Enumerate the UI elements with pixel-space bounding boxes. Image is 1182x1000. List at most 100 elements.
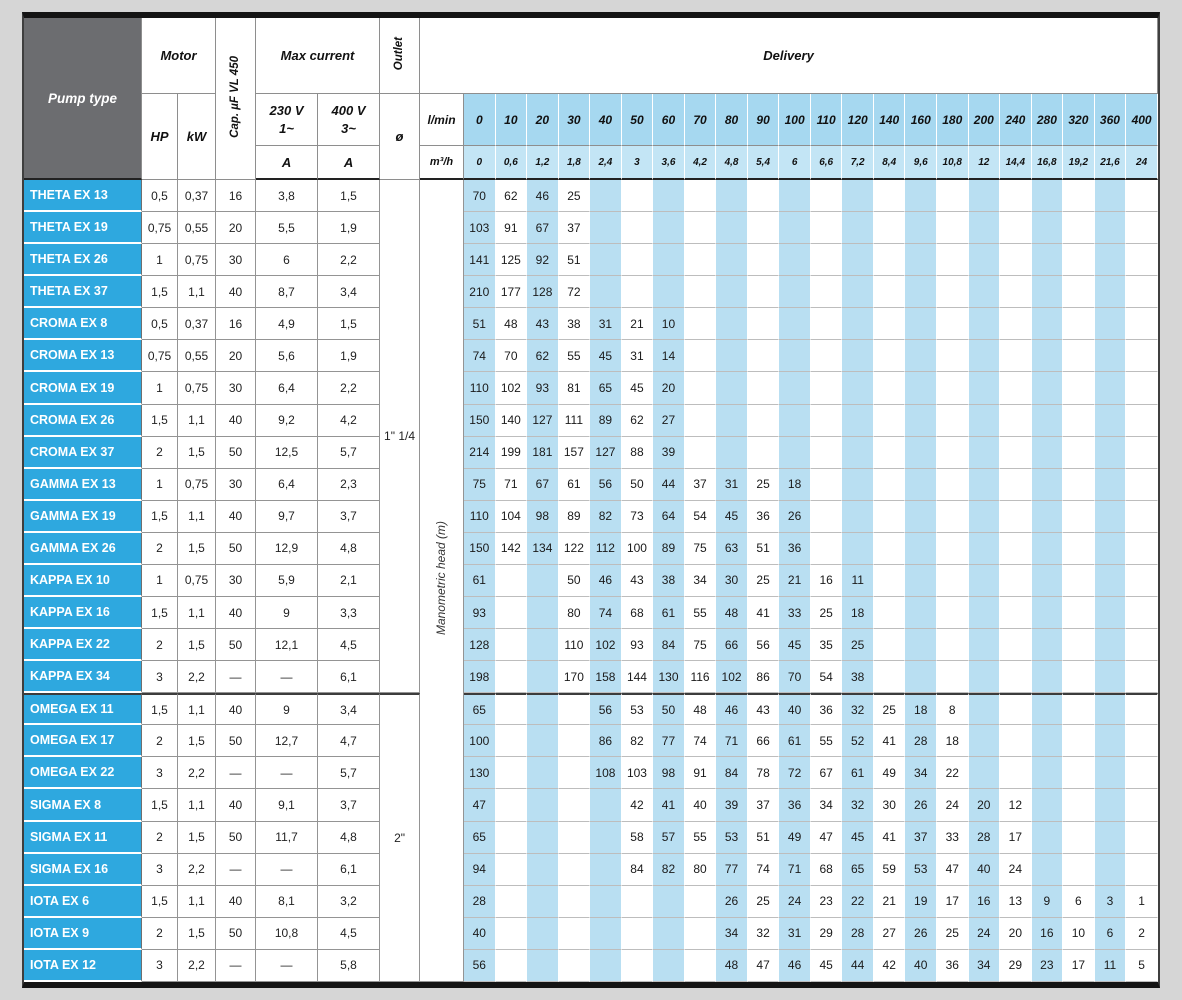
delivery-cell bbox=[873, 597, 906, 630]
delivery-cell: 40 bbox=[905, 949, 937, 982]
kw-cell: 0,75 bbox=[178, 564, 217, 598]
table-row: IOTA EX 6 1,5 1,1 40 8,1 3,2 28 26 25 24 23 22 21 19 1… bbox=[24, 885, 1158, 918]
delivery-cell: 41 bbox=[653, 789, 685, 822]
delivery-cell: 41 bbox=[747, 597, 780, 630]
delivery-cell bbox=[1126, 757, 1158, 790]
delivery-cell: 61 bbox=[653, 597, 685, 630]
delivery-cell bbox=[1000, 372, 1032, 405]
delivery-cell bbox=[937, 212, 969, 245]
delivery-cell: 42 bbox=[621, 789, 654, 822]
delivery-cell: 23 bbox=[810, 885, 843, 918]
delivery-cell: 21 bbox=[779, 564, 811, 598]
delivery-cell bbox=[1000, 244, 1032, 277]
delivery-cell bbox=[1126, 308, 1158, 341]
delivery-cell: 42 bbox=[873, 949, 906, 982]
delivery-cell: 127 bbox=[590, 436, 622, 469]
delivery-cell bbox=[1000, 404, 1032, 437]
delivery-cell bbox=[873, 212, 906, 245]
delivery-cell bbox=[1031, 468, 1064, 501]
hp-cell: 2 bbox=[142, 917, 178, 950]
delivery-cell: 21 bbox=[873, 885, 906, 918]
delivery-cell: 52 bbox=[842, 725, 874, 758]
delivery-cell bbox=[1126, 276, 1158, 309]
pump-name-cell: THETA EX 26 bbox=[24, 244, 142, 277]
delivery-cell: 158 bbox=[590, 661, 622, 694]
delivery-cell bbox=[716, 244, 748, 277]
delivery-cell: 177 bbox=[495, 276, 528, 309]
hp-cell: 0,5 bbox=[142, 180, 178, 213]
delivery-cell bbox=[968, 404, 1001, 437]
current-230v-cell: 6 bbox=[256, 244, 319, 277]
delivery-cell: 51 bbox=[558, 244, 591, 277]
delivery-cell: 46 bbox=[527, 180, 559, 213]
kw-cell: 2,2 bbox=[178, 661, 217, 694]
delivery-cell bbox=[1000, 725, 1032, 758]
delivery-cell bbox=[747, 404, 780, 437]
delivery-cell bbox=[1063, 468, 1095, 501]
hp-cell: 0,75 bbox=[142, 340, 178, 373]
delivery-cell bbox=[937, 308, 969, 341]
delivery-cell: 19 bbox=[905, 885, 937, 918]
delivery-cell: 140 bbox=[495, 404, 528, 437]
delivery-cell bbox=[621, 212, 654, 245]
delivery-cell: 34 bbox=[968, 949, 1001, 982]
delivery-cell: 84 bbox=[621, 853, 654, 886]
delivery-cell bbox=[968, 725, 1001, 758]
delivery-cell: 53 bbox=[621, 693, 654, 726]
delivery-cell: 81 bbox=[558, 372, 591, 405]
delivery-cell: 68 bbox=[621, 597, 654, 630]
delivery-cell bbox=[968, 629, 1001, 662]
delivery-cell bbox=[590, 276, 622, 309]
delivery-cell bbox=[842, 180, 874, 213]
delivery-cell bbox=[1094, 853, 1127, 886]
delivery-cell: 23 bbox=[1031, 949, 1064, 982]
m3h-value-header: 19,2 bbox=[1063, 146, 1095, 180]
delivery-cell: 45 bbox=[621, 372, 654, 405]
delivery-cell: 47 bbox=[464, 789, 496, 822]
delivery-cell: 16 bbox=[810, 564, 843, 598]
delivery-cell bbox=[495, 757, 528, 790]
delivery-cell: 91 bbox=[684, 757, 717, 790]
current-400v-cell: 4,5 bbox=[318, 917, 381, 950]
delivery-cell: 34 bbox=[684, 564, 717, 598]
hp-cell: 1 bbox=[142, 372, 178, 405]
capacitor-cell: 40 bbox=[216, 885, 257, 918]
delivery-cell: 150 bbox=[464, 532, 496, 565]
delivery-cell bbox=[779, 180, 811, 213]
delivery-cell bbox=[747, 372, 780, 405]
delivery-cell: 102 bbox=[495, 372, 528, 405]
delivery-cell: 48 bbox=[716, 949, 748, 982]
hp-cell: 1,5 bbox=[142, 597, 178, 630]
current-400v-cell: 3,7 bbox=[318, 789, 381, 822]
delivery-cell: 55 bbox=[810, 725, 843, 758]
delivery-cell bbox=[810, 340, 843, 373]
delivery-cell bbox=[527, 949, 559, 982]
delivery-cell bbox=[1126, 436, 1158, 469]
pump-name-cell: KAPPA EX 16 bbox=[24, 597, 142, 630]
delivery-cell bbox=[1031, 757, 1064, 790]
current-400v-cell: 4,7 bbox=[318, 725, 381, 758]
delivery-cell bbox=[1063, 500, 1095, 533]
delivery-cell: 141 bbox=[464, 244, 496, 277]
delivery-cell: 80 bbox=[558, 597, 591, 630]
delivery-cell bbox=[1063, 244, 1095, 277]
delivery-cell: 18 bbox=[937, 725, 969, 758]
lmin-value-header: 180 bbox=[937, 94, 969, 146]
delivery-cell: 41 bbox=[873, 821, 906, 854]
delivery-cell: 91 bbox=[495, 212, 528, 245]
delivery-cell bbox=[621, 917, 654, 950]
m3h-value-header: 6,6 bbox=[810, 146, 843, 180]
pump-name-cell: CROMA EX 37 bbox=[24, 436, 142, 469]
delivery-cell: 32 bbox=[747, 917, 780, 950]
capacitor-cell: 30 bbox=[216, 564, 257, 598]
delivery-cell: 35 bbox=[810, 629, 843, 662]
manometric-head-column: Manometric head (m) bbox=[420, 180, 465, 982]
delivery-cell bbox=[842, 308, 874, 341]
delivery-cell: 134 bbox=[527, 532, 559, 565]
delivery-cell: 5 bbox=[1126, 949, 1158, 982]
table-row: THETA EX 26 1 0,75 30 6 2,2 141 125 92 51 bbox=[24, 244, 1158, 277]
delivery-cell: 43 bbox=[621, 564, 654, 598]
capacitor-cell: 40 bbox=[216, 404, 257, 437]
delivery-cell: 86 bbox=[590, 725, 622, 758]
pump-name-cell: SIGMA EX 16 bbox=[24, 853, 142, 886]
